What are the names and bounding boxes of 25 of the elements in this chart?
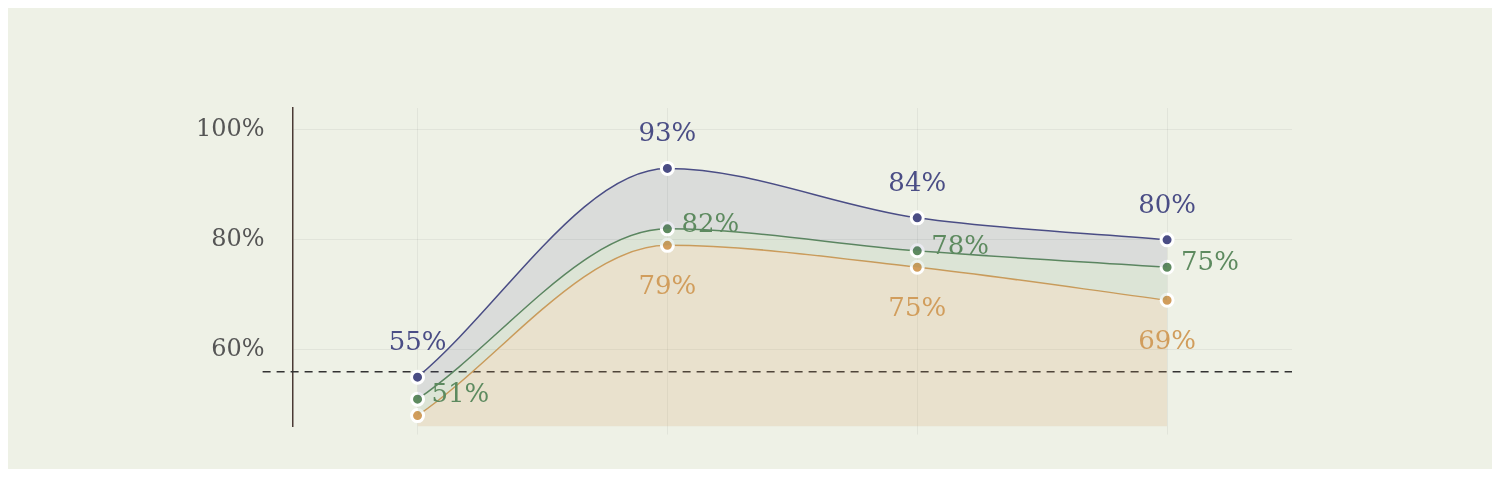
point: [909, 243, 925, 259]
y-tick-label: 100%: [195, 114, 265, 143]
point: [909, 210, 925, 226]
data-label: 79%: [638, 270, 697, 301]
point: [410, 391, 426, 407]
point: [1159, 232, 1175, 248]
data-label: 69%: [1138, 325, 1196, 356]
point: [659, 237, 675, 253]
data-label: 80%: [1138, 188, 1196, 219]
data-label: 93%: [638, 117, 697, 148]
point: [410, 369, 426, 385]
data-label: 82%: [681, 207, 740, 238]
point: [659, 160, 675, 176]
data-label: 75%: [888, 292, 947, 323]
point: [659, 221, 675, 237]
data-label: 78%: [931, 229, 990, 260]
y-tick-label: 60%: [211, 333, 265, 362]
point: [1159, 259, 1175, 275]
data-label: 55%: [388, 325, 447, 356]
y-tick-label: 80%: [211, 224, 265, 253]
point: [410, 408, 426, 424]
data-label: 75%: [1181, 246, 1239, 277]
point: [909, 259, 925, 275]
data-label: 84%: [888, 166, 947, 197]
point: [1159, 292, 1175, 308]
